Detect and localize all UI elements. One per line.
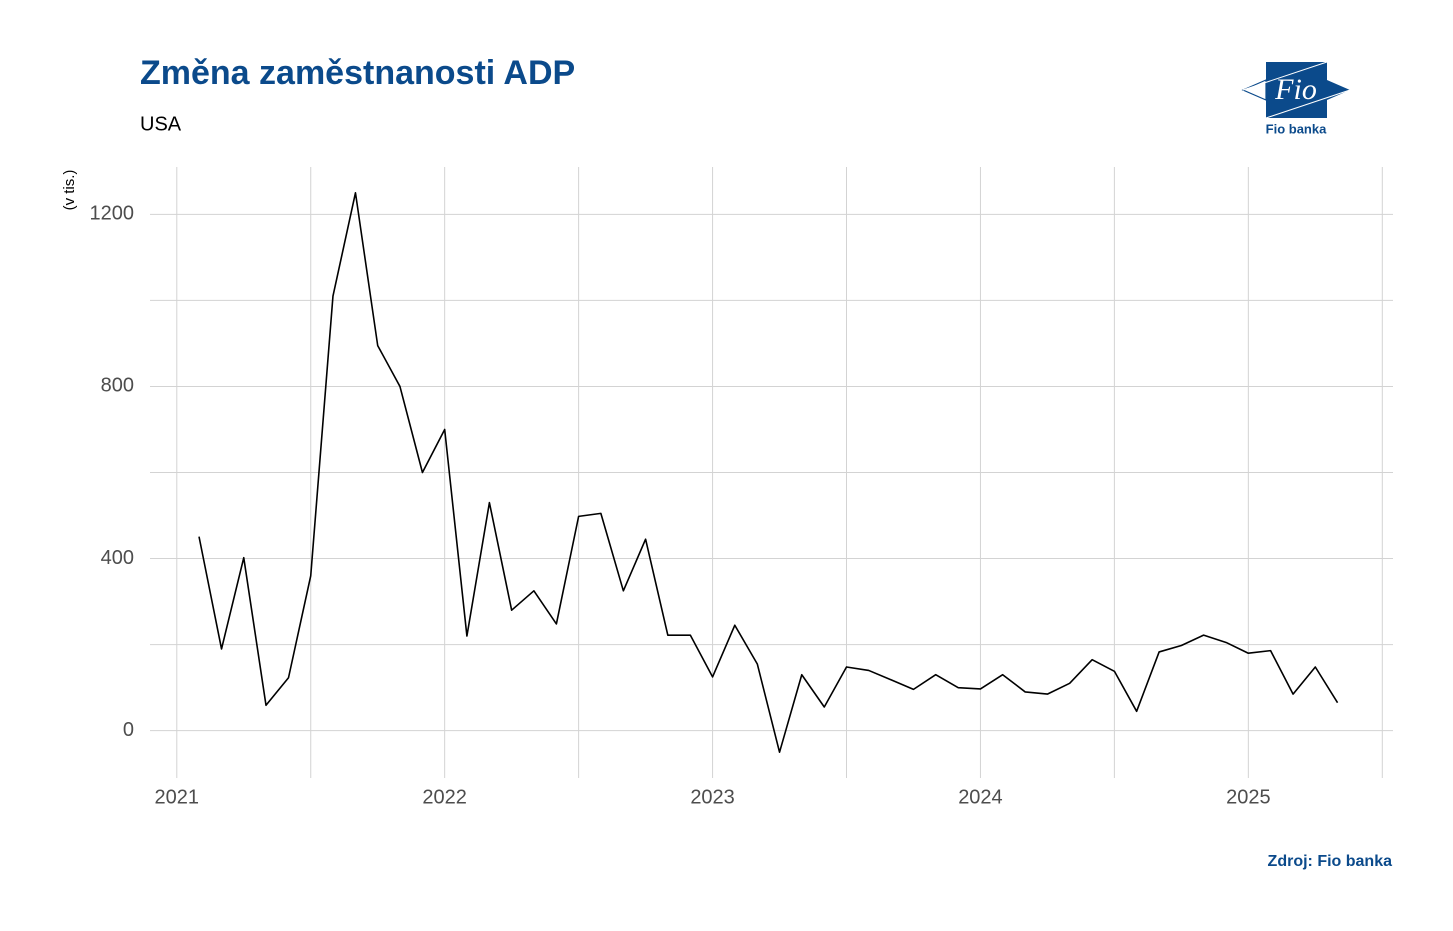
y-axis-label: (v tis.) (61, 170, 78, 211)
x-tick-label: 2022 (422, 786, 467, 808)
chart-title: Změna zaměstnanosti ADP (140, 54, 575, 92)
logo-caption: Fio banka (1266, 121, 1327, 136)
y-tick-label: 800 (101, 375, 134, 397)
logo: Fio Fio banka (1241, 61, 1351, 136)
plot-area: 0 400 800 1200 2021 2022 2023 2024 2025 (90, 167, 1393, 808)
logo-shape (1265, 89, 1351, 119)
x-tick-label: 2024 (958, 786, 1003, 808)
logo-shape (1266, 62, 1327, 118)
x-tick-label: 2025 (1226, 786, 1271, 808)
source-note: Zdroj: Fio banka (1268, 853, 1393, 870)
y-tick-label: 0 (123, 719, 134, 741)
logo-shape (1242, 61, 1328, 91)
x-tick-label: 2021 (155, 786, 200, 808)
y-tick-label: 1200 (90, 203, 135, 225)
logo-text: Fio (1274, 73, 1317, 106)
chart-subtitle: USA (140, 113, 182, 135)
data-line (198, 192, 1339, 753)
logo-shape (1327, 80, 1350, 100)
x-tick-label: 2023 (690, 786, 735, 808)
y-tick-label: 400 (101, 547, 134, 569)
